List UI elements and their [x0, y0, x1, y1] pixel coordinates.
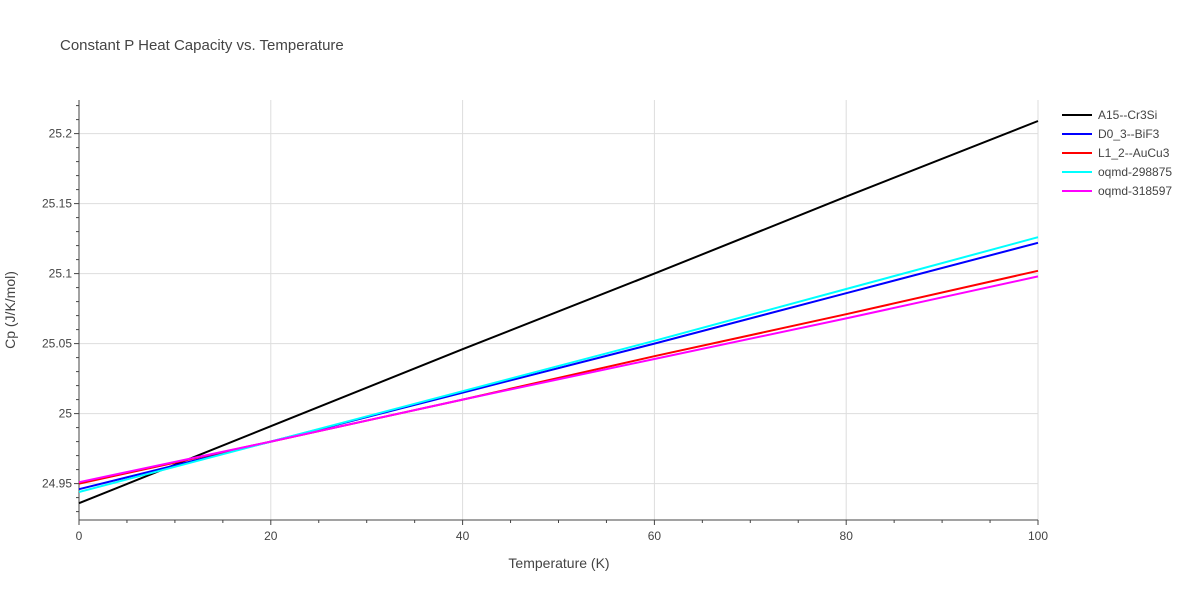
y-tick-label: 25.15	[42, 197, 72, 211]
chart-title: Constant P Heat Capacity vs. Temperature	[60, 37, 344, 54]
y-tick-label: 25.1	[49, 267, 73, 281]
legend-item[interactable]: oqmd-318597	[1062, 184, 1172, 198]
legend-item[interactable]: A15--Cr3Si	[1062, 108, 1157, 122]
x-tick-label: 100	[1028, 529, 1048, 543]
series-line	[78, 120, 1039, 505]
x-tick-label: 80	[840, 529, 854, 543]
series-lines	[78, 120, 1039, 505]
x-tick-label: 40	[456, 529, 470, 543]
y-tick-label: 25.2	[49, 127, 73, 141]
y-tick-label: 25	[59, 407, 73, 421]
legend-label: D0_3--BiF3	[1098, 127, 1160, 141]
y-axis-title: Cp (J/K/mol)	[2, 271, 18, 349]
series-line	[78, 275, 1039, 484]
legend[interactable]: A15--Cr3Si D0_3--BiF3 L1_2--AuCu3 oqmd-2988…	[1062, 108, 1172, 198]
legend-label: A15--Cr3Si	[1098, 108, 1157, 122]
legend-label: oqmd-318597	[1098, 184, 1172, 198]
legend-item[interactable]: D0_3--BiF3	[1062, 127, 1160, 141]
legend-item[interactable]: oqmd-298875	[1062, 165, 1172, 179]
legend-item[interactable]: L1_2--AuCu3	[1062, 146, 1170, 160]
axes: 0 20 40 60 80 100 24.95 25 25.05 25.1 25.15 25.2	[42, 100, 1048, 543]
legend-label: L1_2--AuCu3	[1098, 146, 1170, 160]
series-line	[78, 236, 1039, 493]
y-tick-label: 24.95	[42, 477, 72, 491]
x-tick-label: 20	[264, 529, 278, 543]
legend-label: oqmd-298875	[1098, 165, 1172, 179]
x-axis-title: Temperature (K)	[508, 555, 609, 571]
y-tick-label: 25.05	[42, 337, 72, 351]
grid	[79, 100, 1039, 520]
x-tick-label: 60	[648, 529, 662, 543]
x-tick-label: 0	[76, 529, 83, 543]
